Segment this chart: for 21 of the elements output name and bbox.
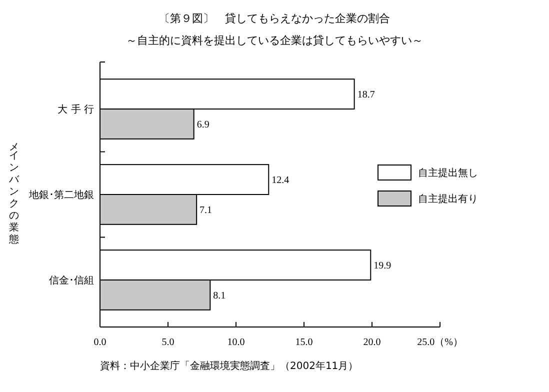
y-tick-label: 地銀･第二地銀 [28,189,94,201]
x-tick-label: 10.0 [227,337,245,348]
data-label: 8.1 [213,290,226,302]
legend-label: 自主提出有り [418,193,478,205]
x-tick-label: 25.0（%） [417,337,463,348]
legend-label: 自主提出無し [418,167,478,179]
chart-title: 〔第９図〕 貸してもらえなかった企業の割合 [159,12,390,25]
data-label: 19.9 [374,260,392,272]
x-tick-label: 0.0 [94,337,106,348]
x-tick-label: 20.0 [363,337,381,348]
x-tick-label: 15.0 [295,337,313,348]
data-label: 18.7 [357,90,375,101]
y-tick-label: 信金･信組 [49,274,94,286]
y-tick-label: 大 手 行 [58,104,94,116]
text: メインバンクの業態 [9,142,19,246]
chart-subtitle: ～自主的に資料を提出している企業は貸してもらいやすい～ [126,34,423,47]
data-label: 12.4 [272,175,290,186]
data-label: 6.9 [196,119,210,130]
text: 資料：中小企業庁「金融環境実態調査」（2002年11月） [100,360,358,372]
data-label: 7.1 [200,204,212,216]
x-tick-label: 5.0 [162,337,174,348]
